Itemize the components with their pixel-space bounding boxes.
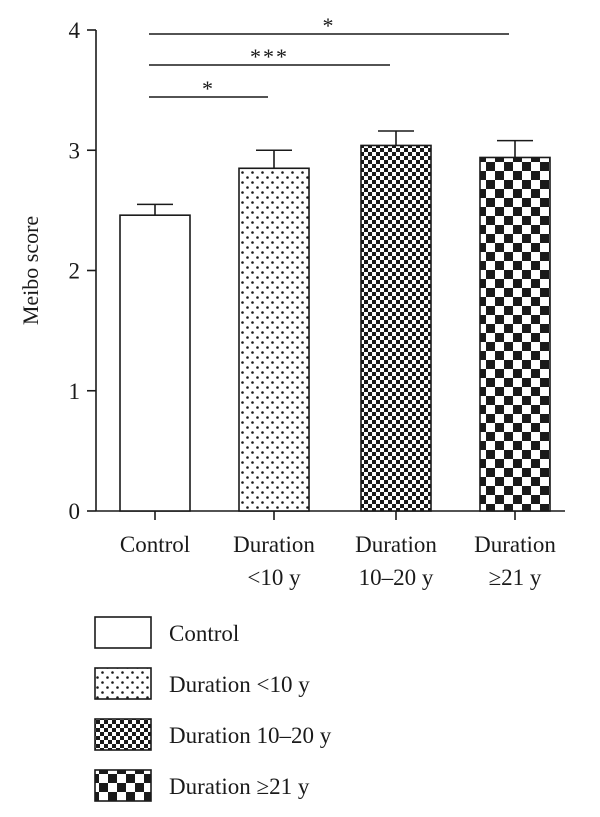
x-tick-label: Duration — [355, 532, 437, 557]
legend-swatch — [94, 616, 152, 649]
y-tick-label: 2 — [69, 259, 81, 284]
x-tick-label: ≥21 y — [489, 565, 542, 590]
significance-label: * — [323, 13, 336, 38]
legend-swatch — [94, 667, 152, 700]
x-tick-label: <10 y — [247, 565, 301, 590]
y-tick-label: 3 — [69, 138, 81, 163]
bar — [238, 167, 310, 512]
bar — [479, 156, 551, 512]
x-tick-label: Duration — [233, 532, 315, 557]
y-tick-label: 0 — [69, 499, 81, 524]
legend-swatch — [94, 718, 152, 751]
legend-label: Duration <10 y — [169, 672, 310, 697]
legend-label: Control — [169, 621, 239, 646]
y-axis-title: Meibo score — [18, 216, 43, 325]
y-tick-label: 1 — [69, 379, 81, 404]
significance-label: * — [202, 76, 215, 101]
bar — [360, 144, 432, 512]
x-tick-label: Control — [120, 532, 190, 557]
y-tick-label: 4 — [69, 18, 81, 43]
bar — [119, 214, 191, 512]
x-tick-label: 10–20 y — [359, 565, 434, 590]
x-tick-label: Duration — [474, 532, 556, 557]
legend-label: Duration 10–20 y — [169, 723, 332, 748]
legend-label: Duration ≥21 y — [169, 774, 310, 799]
legend-swatch — [94, 769, 152, 802]
significance-label: *** — [250, 44, 289, 69]
